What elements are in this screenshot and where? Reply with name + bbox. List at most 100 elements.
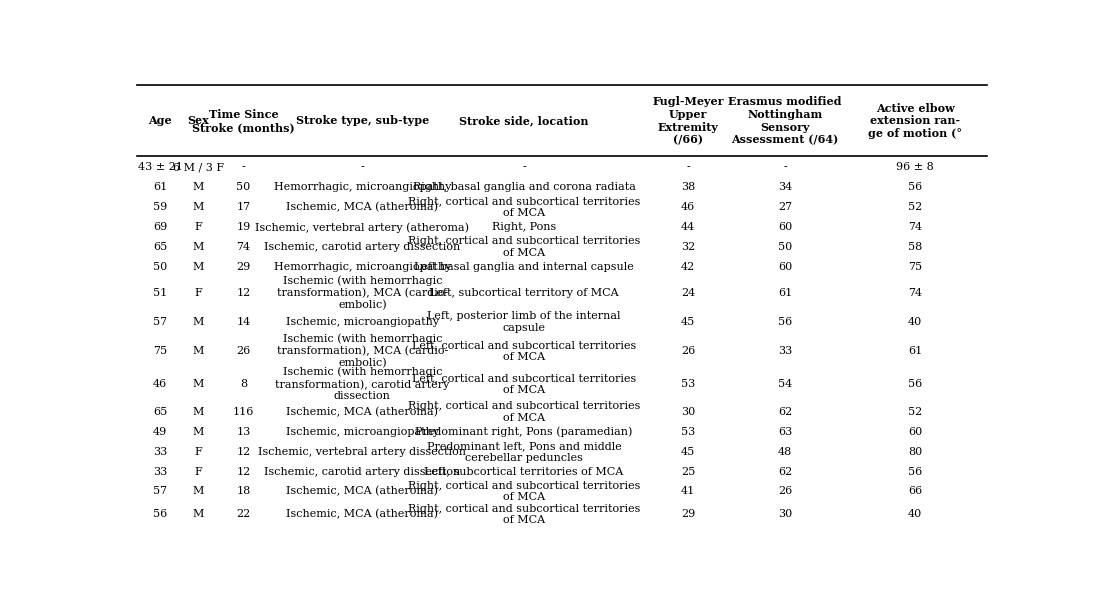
Text: 19: 19	[236, 222, 250, 232]
Text: 50: 50	[236, 182, 250, 193]
Text: Right, cortical and subcortical territories
of MCA: Right, cortical and subcortical territor…	[408, 504, 641, 525]
Text: 54: 54	[778, 379, 792, 389]
Text: Left basal ganglia and internal capsule: Left basal ganglia and internal capsule	[414, 262, 634, 272]
Text: 58: 58	[908, 242, 923, 252]
Text: 57: 57	[152, 317, 167, 327]
Text: F: F	[194, 447, 202, 457]
Text: Ischemic (with hemorrhagic
transformation), MCA (cardio-
embolic): Ischemic (with hemorrhagic transformatio…	[276, 334, 448, 368]
Text: Right, cortical and subcortical territories
of MCA: Right, cortical and subcortical territor…	[408, 236, 641, 258]
Text: 42: 42	[681, 262, 695, 272]
Text: M: M	[193, 317, 204, 327]
Text: 44: 44	[681, 222, 695, 232]
Text: Hemorrhagic, microangiopathy: Hemorrhagic, microangiopathy	[274, 182, 451, 193]
Text: 53: 53	[681, 379, 695, 389]
Text: M: M	[193, 203, 204, 213]
Text: 69: 69	[152, 222, 167, 232]
Text: M: M	[193, 407, 204, 417]
Text: 75: 75	[152, 346, 167, 356]
Text: Ischemic, MCA (atheroma): Ischemic, MCA (atheroma)	[286, 509, 439, 520]
Text: Right, cortical and subcortical territories
of MCA: Right, cortical and subcortical territor…	[408, 480, 641, 502]
Text: -: -	[361, 163, 364, 172]
Text: 33: 33	[152, 467, 167, 477]
Text: Left, cortical and subcortical territories
of MCA: Left, cortical and subcortical territori…	[411, 373, 636, 395]
Text: 51: 51	[152, 288, 167, 297]
Text: 61: 61	[152, 182, 167, 193]
Text: -: -	[686, 163, 690, 172]
Text: 34: 34	[778, 182, 792, 193]
Text: Right, cortical and subcortical territories
of MCA: Right, cortical and subcortical territor…	[408, 402, 641, 423]
Text: 33: 33	[152, 447, 167, 457]
Text: F: F	[194, 288, 202, 297]
Text: 46: 46	[152, 379, 167, 389]
Text: 50: 50	[152, 262, 167, 272]
Text: Time Since
Stroke (months): Time Since Stroke (months)	[192, 109, 295, 133]
Text: 32: 32	[681, 242, 695, 252]
Text: 18: 18	[236, 486, 250, 496]
Text: 41: 41	[681, 486, 695, 496]
Text: 57: 57	[152, 486, 167, 496]
Text: -: -	[522, 163, 525, 172]
Text: 45: 45	[681, 447, 695, 457]
Text: Ischemic, microangiopathy: Ischemic, microangiopathy	[286, 317, 439, 327]
Text: 43 ± 21: 43 ± 21	[137, 163, 182, 172]
Text: Ischemic, microangiopathy: Ischemic, microangiopathy	[286, 427, 439, 437]
Text: 40: 40	[908, 510, 923, 519]
Text: Left, subcortical territory of MCA: Left, subcortical territory of MCA	[429, 288, 619, 297]
Text: 22: 22	[236, 510, 250, 519]
Text: Ischemic (with hemorrhagic
transformation), MCA (cardio-
embolic): Ischemic (with hemorrhagic transformatio…	[276, 275, 448, 310]
Text: 65: 65	[152, 407, 167, 417]
Text: Ischemic (with hemorrhagic
transformation), carotid artery
dissection: Ischemic (with hemorrhagic transformatio…	[275, 367, 450, 401]
Text: Ischemic, vertebral artery dissection: Ischemic, vertebral artery dissection	[259, 447, 466, 457]
Text: Right, cortical and subcortical territories
of MCA: Right, cortical and subcortical territor…	[408, 197, 641, 218]
Text: 56: 56	[908, 182, 923, 193]
Text: 27: 27	[778, 203, 792, 213]
Text: 12: 12	[236, 447, 250, 457]
Text: 56: 56	[908, 379, 923, 389]
Text: 56: 56	[908, 467, 923, 477]
Text: Ischemic, carotid artery dissection: Ischemic, carotid artery dissection	[264, 242, 461, 252]
Text: 26: 26	[778, 486, 792, 496]
Text: Right, basal ganglia and corona radiata: Right, basal ganglia and corona radiata	[412, 182, 635, 193]
Text: -: -	[241, 163, 246, 172]
Text: F: F	[194, 467, 202, 477]
Text: 40: 40	[908, 317, 923, 327]
Text: M: M	[193, 427, 204, 437]
Text: 59: 59	[152, 203, 167, 213]
Text: 24: 24	[681, 288, 695, 297]
Text: M: M	[193, 182, 204, 193]
Text: 30: 30	[778, 510, 792, 519]
Text: 38: 38	[681, 182, 695, 193]
Text: Ischemic, MCA (atheroma): Ischemic, MCA (atheroma)	[286, 486, 439, 496]
Text: 52: 52	[908, 203, 923, 213]
Text: 12: 12	[236, 288, 250, 297]
Text: 53: 53	[681, 427, 695, 437]
Text: 14: 14	[236, 317, 250, 327]
Text: Left, subcortical territories of MCA: Left, subcortical territories of MCA	[425, 467, 623, 477]
Text: 80: 80	[908, 447, 923, 457]
Text: 61: 61	[778, 288, 792, 297]
Text: M: M	[193, 346, 204, 356]
Text: 61: 61	[908, 346, 923, 356]
Text: Right, Pons: Right, Pons	[491, 222, 556, 232]
Text: Ischemic, vertebral artery (atheroma): Ischemic, vertebral artery (atheroma)	[256, 222, 470, 232]
Text: Sex: Sex	[188, 116, 210, 126]
Text: 25: 25	[681, 467, 695, 477]
Text: M: M	[193, 242, 204, 252]
Text: Predominant right, Pons (paramedian): Predominant right, Pons (paramedian)	[416, 427, 633, 437]
Text: 49: 49	[152, 427, 167, 437]
Text: M: M	[193, 486, 204, 496]
Text: 29: 29	[236, 262, 250, 272]
Text: 60: 60	[778, 262, 792, 272]
Text: 30: 30	[681, 407, 695, 417]
Text: 74: 74	[908, 222, 923, 232]
Text: 13: 13	[236, 427, 250, 437]
Text: 52: 52	[908, 407, 923, 417]
Text: Active elbow
extension ran-
ge of motion (°: Active elbow extension ran- ge of motion…	[868, 103, 962, 139]
Text: 96 ± 8: 96 ± 8	[896, 163, 934, 172]
Text: 62: 62	[778, 407, 792, 417]
Text: Ischemic, MCA (atheroma): Ischemic, MCA (atheroma)	[286, 407, 439, 417]
Text: 56: 56	[152, 510, 167, 519]
Text: Fugl-Meyer
Upper
Extremity
(/66): Fugl-Meyer Upper Extremity (/66)	[653, 96, 724, 145]
Text: M: M	[193, 510, 204, 519]
Text: 26: 26	[236, 346, 250, 356]
